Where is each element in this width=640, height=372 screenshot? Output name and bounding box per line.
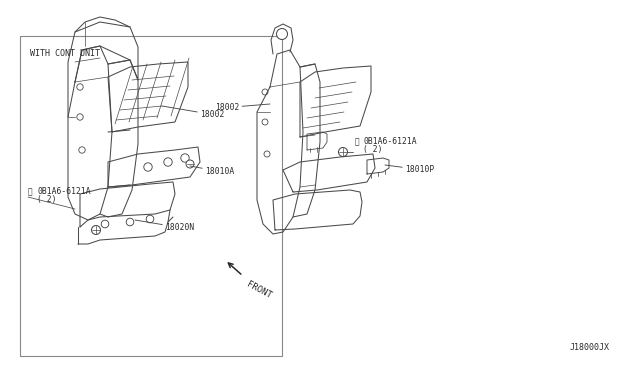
Circle shape [126, 218, 134, 226]
Circle shape [262, 89, 268, 95]
Circle shape [79, 147, 85, 153]
Text: 18002: 18002 [215, 103, 270, 112]
Text: WITH CONT UNIT: WITH CONT UNIT [30, 49, 100, 58]
Text: 18020N: 18020N [135, 220, 195, 232]
Circle shape [101, 220, 109, 228]
Text: 18010A: 18010A [190, 166, 234, 176]
Circle shape [144, 163, 152, 171]
Text: 18002: 18002 [162, 106, 225, 119]
Circle shape [146, 215, 154, 223]
Circle shape [186, 160, 194, 168]
Bar [20, 36, 282, 356]
Circle shape [276, 29, 287, 39]
Circle shape [264, 151, 270, 157]
Text: Ⓑ: Ⓑ [355, 137, 360, 146]
Text: ( 2): ( 2) [363, 145, 383, 154]
Text: Ⓑ: Ⓑ [28, 187, 33, 196]
Text: J18000JX: J18000JX [570, 343, 610, 352]
Circle shape [92, 225, 100, 234]
Text: FRONT: FRONT [245, 280, 273, 301]
Text: 0B1A6-6121A: 0B1A6-6121A [363, 137, 417, 146]
Circle shape [77, 114, 83, 120]
Text: ( 2): ( 2) [37, 195, 56, 204]
Circle shape [339, 148, 348, 157]
Text: 0B1A6-6121A: 0B1A6-6121A [37, 187, 91, 196]
Circle shape [262, 119, 268, 125]
Circle shape [164, 158, 172, 166]
Text: 18010P: 18010P [385, 165, 435, 174]
Circle shape [77, 84, 83, 90]
Circle shape [181, 154, 189, 162]
